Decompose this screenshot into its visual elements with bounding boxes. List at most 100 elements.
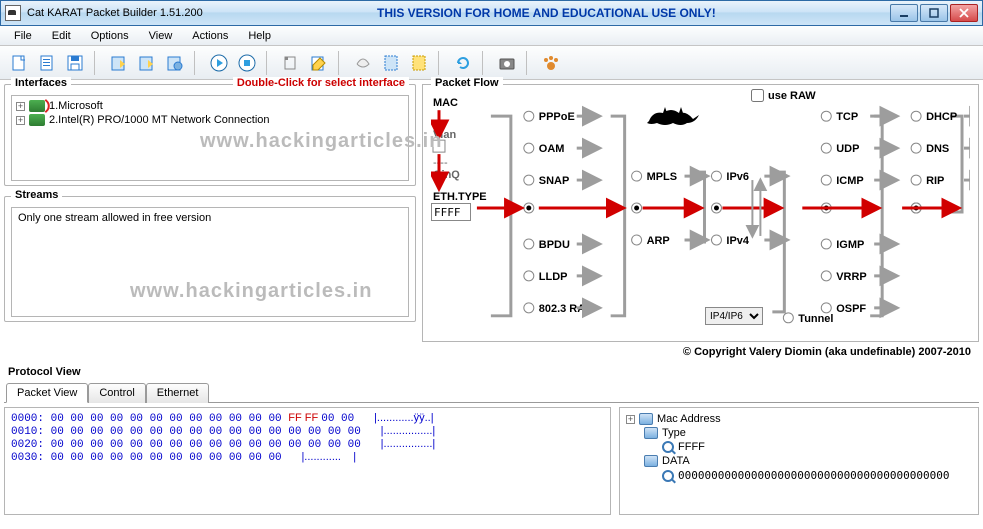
toolbar-import-button[interactable] bbox=[106, 50, 132, 76]
radio-bpdu[interactable] bbox=[524, 239, 534, 249]
interfaces-hint: Double-Click for select interface bbox=[233, 77, 409, 89]
svg-text:MAC: MAC bbox=[433, 97, 458, 109]
radio-udp[interactable] bbox=[821, 143, 831, 153]
radio-rip[interactable] bbox=[911, 175, 921, 185]
menu-options[interactable]: Options bbox=[83, 28, 137, 44]
radio-dns[interactable] bbox=[911, 143, 921, 153]
toolbar bbox=[0, 46, 983, 80]
svg-text:LLDP: LLDP bbox=[539, 271, 568, 283]
protoview-label: Protocol View bbox=[4, 364, 979, 382]
svg-text:MPLS: MPLS bbox=[647, 171, 677, 183]
toolbar-open-button[interactable] bbox=[34, 50, 60, 76]
nic-icon bbox=[29, 100, 45, 112]
interface-name: 1.Microsoft bbox=[49, 100, 103, 112]
menu-actions[interactable]: Actions bbox=[184, 28, 236, 44]
toolbar-play-button[interactable] bbox=[206, 50, 232, 76]
tree-dataval[interactable]: 0000000000000000000000000000000000000000… bbox=[678, 469, 950, 482]
radio-8023raw[interactable] bbox=[524, 303, 534, 313]
tab-ethernet[interactable]: Ethernet bbox=[146, 383, 210, 403]
streams-label: Streams bbox=[11, 189, 62, 201]
use-raw-checkbox[interactable] bbox=[751, 89, 764, 102]
toolbar-edit-button[interactable] bbox=[306, 50, 332, 76]
tree-type[interactable]: Type bbox=[662, 427, 686, 439]
radio-arp[interactable] bbox=[632, 235, 642, 245]
expand-icon[interactable]: + bbox=[16, 116, 25, 125]
interfaces-label: Interfaces bbox=[11, 77, 71, 89]
toolbar-save-button[interactable] bbox=[62, 50, 88, 76]
tree-typeval[interactable]: FFFF bbox=[678, 441, 705, 453]
protocol-view: Protocol View Packet View Control Ethern… bbox=[4, 364, 979, 515]
tunnel-select[interactable]: IP4/IP6 bbox=[705, 307, 763, 325]
radio-igmp[interactable] bbox=[821, 239, 831, 249]
packet-tree[interactable]: + Mac Address Type FFFF DATA 000000000000… bbox=[619, 407, 979, 515]
svg-text:OSPF: OSPF bbox=[836, 303, 866, 315]
radio-icmp[interactable] bbox=[821, 175, 831, 185]
svg-text:RIP: RIP bbox=[926, 175, 944, 187]
expand-icon[interactable]: + bbox=[626, 415, 635, 424]
copyright: © Copyright Valery Diomin (aka undefinab… bbox=[422, 342, 979, 358]
menu-view[interactable]: View bbox=[141, 28, 181, 44]
svg-text:Vlan: Vlan bbox=[433, 129, 456, 141]
tree-data[interactable]: DATA bbox=[662, 455, 690, 467]
menu-edit[interactable]: Edit bbox=[44, 28, 79, 44]
interfaces-tree[interactable]: +1.Microsoft+2.Intel(R) PRO/1000 MT Netw… bbox=[11, 95, 409, 181]
toolbar-paw-button[interactable] bbox=[538, 50, 564, 76]
radio-ospf[interactable] bbox=[821, 303, 831, 313]
toolbar-clear-button[interactable] bbox=[350, 50, 376, 76]
use-raw-label: use RAW bbox=[768, 90, 816, 102]
tab-control[interactable]: Control bbox=[88, 383, 145, 403]
packet-flow-panel: Packet Flow use RAW IP4/IP6 MAC Vlan ---… bbox=[422, 84, 979, 342]
protoview-tabs: Packet View Control Ethernet bbox=[6, 382, 979, 402]
streams-panel: Streams Only one stream allowed in free … bbox=[4, 196, 416, 322]
radio-mpls[interactable] bbox=[632, 171, 642, 181]
ethtype-input[interactable] bbox=[431, 203, 471, 221]
toolbar-capture-button[interactable] bbox=[162, 50, 188, 76]
svg-text:DNS: DNS bbox=[926, 143, 949, 155]
radio-pppoe[interactable] bbox=[524, 111, 534, 121]
toolbar-new-button[interactable] bbox=[6, 50, 32, 76]
toolbar-flag-button[interactable] bbox=[278, 50, 304, 76]
radio-lldp[interactable] bbox=[524, 271, 534, 281]
svg-text:IGMP: IGMP bbox=[836, 239, 864, 251]
toolbar-snapshot-button[interactable] bbox=[494, 50, 520, 76]
svg-text:SNAP: SNAP bbox=[539, 175, 569, 187]
field-icon bbox=[639, 413, 653, 425]
toolbar-doc1-button[interactable] bbox=[378, 50, 404, 76]
menu-help[interactable]: Help bbox=[240, 28, 279, 44]
menubar: File Edit Options View Actions Help bbox=[0, 26, 983, 46]
radio-oam[interactable] bbox=[524, 143, 534, 153]
cat-icon bbox=[643, 101, 703, 132]
interface-row[interactable]: +1.Microsoft bbox=[16, 99, 404, 113]
radio-tunnel[interactable] bbox=[783, 313, 793, 323]
hex-pane[interactable]: 0000: 00 00 00 00 00 00 00 00 00 00 00 0… bbox=[4, 407, 611, 515]
svg-text:Tunnel: Tunnel bbox=[798, 313, 833, 325]
svg-text:PPPoE: PPPoE bbox=[539, 111, 575, 123]
menu-file[interactable]: File bbox=[6, 28, 40, 44]
minimize-button[interactable] bbox=[890, 4, 918, 22]
expand-icon[interactable]: + bbox=[16, 102, 25, 111]
edition-banner: THIS VERSION FOR HOME AND EDUCATIONAL US… bbox=[203, 6, 890, 20]
streams-body: Only one stream allowed in free version bbox=[11, 207, 409, 317]
tree-mac[interactable]: Mac Address bbox=[657, 413, 721, 425]
svg-text:TCP: TCP bbox=[836, 111, 858, 123]
tab-packetview[interactable]: Packet View bbox=[6, 383, 88, 403]
radio-dhcp[interactable] bbox=[911, 111, 921, 121]
toolbar-export-button[interactable] bbox=[134, 50, 160, 76]
vlan-checkbox[interactable] bbox=[433, 140, 445, 152]
svg-text:DHCP: DHCP bbox=[926, 111, 957, 123]
close-button[interactable] bbox=[950, 4, 978, 22]
toolbar-refresh-button[interactable] bbox=[450, 50, 476, 76]
radio-ipv4[interactable] bbox=[711, 235, 721, 245]
magnifier-icon bbox=[662, 441, 674, 453]
magnifier-icon bbox=[662, 470, 674, 482]
maximize-button[interactable] bbox=[920, 4, 948, 22]
interface-row[interactable]: +2.Intel(R) PRO/1000 MT Network Connecti… bbox=[16, 113, 404, 127]
toolbar-doc2-button[interactable] bbox=[406, 50, 432, 76]
svg-text:ARP: ARP bbox=[647, 235, 670, 247]
radio-tcp[interactable] bbox=[821, 111, 831, 121]
toolbar-stop-button[interactable] bbox=[234, 50, 260, 76]
radio-ipv6[interactable] bbox=[711, 171, 721, 181]
radio-vrrp[interactable] bbox=[821, 271, 831, 281]
radio-snap[interactable] bbox=[524, 175, 534, 185]
streams-text: Only one stream allowed in free version bbox=[18, 212, 211, 224]
